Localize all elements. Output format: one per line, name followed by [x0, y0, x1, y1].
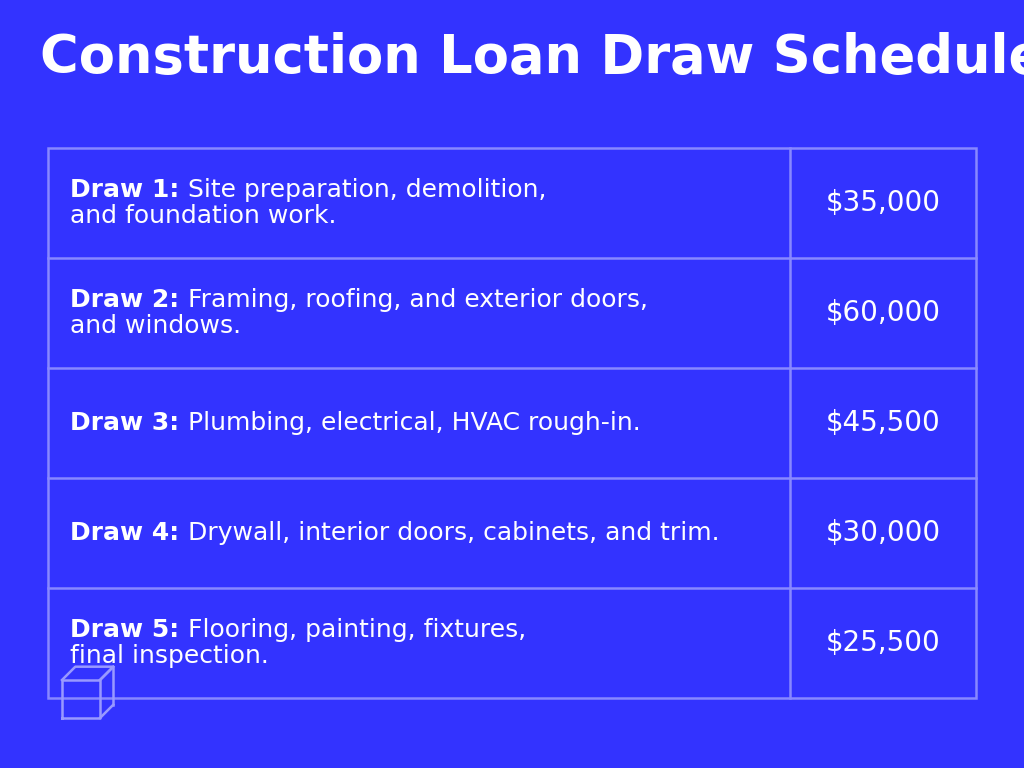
- Text: Draw 5:: Draw 5:: [70, 618, 187, 642]
- Text: Draw 1:: Draw 1:: [70, 178, 188, 202]
- Text: and foundation work.: and foundation work.: [70, 204, 337, 228]
- Text: Plumbing, electrical, HVAC rough-in.: Plumbing, electrical, HVAC rough-in.: [187, 411, 641, 435]
- Text: $60,000: $60,000: [825, 299, 940, 327]
- Text: Framing, roofing, and exterior doors,: Framing, roofing, and exterior doors,: [187, 288, 648, 312]
- Text: Draw 2:: Draw 2:: [70, 288, 187, 312]
- Text: final inspection.: final inspection.: [70, 644, 269, 668]
- Text: Draw 4:: Draw 4:: [70, 521, 187, 545]
- Text: Site preparation, demolition,: Site preparation, demolition,: [188, 178, 547, 202]
- Text: and windows.: and windows.: [70, 314, 241, 338]
- Text: Flooring, painting, fixtures,: Flooring, painting, fixtures,: [187, 618, 526, 642]
- Text: $25,500: $25,500: [825, 629, 940, 657]
- Text: Draw 3:: Draw 3:: [70, 411, 187, 435]
- Bar: [48, 148, 976, 698]
- Text: Construction Loan Draw Schedule Example: Construction Loan Draw Schedule Example: [40, 32, 1024, 84]
- Text: $30,000: $30,000: [825, 519, 941, 547]
- Text: $45,500: $45,500: [825, 409, 940, 437]
- Text: $35,000: $35,000: [825, 189, 940, 217]
- Text: Drywall, interior doors, cabinets, and trim.: Drywall, interior doors, cabinets, and t…: [187, 521, 720, 545]
